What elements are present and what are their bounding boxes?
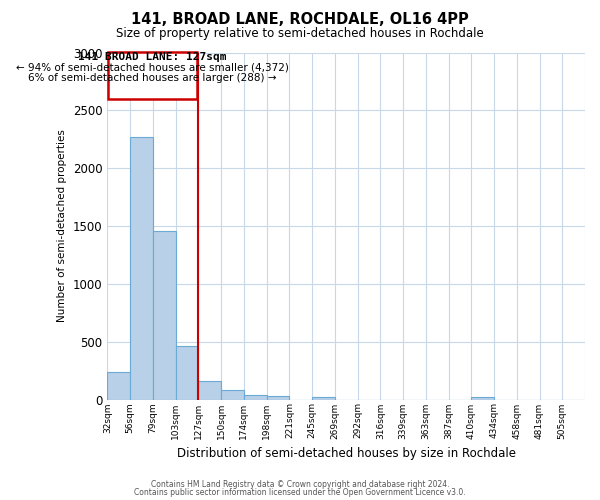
Bar — [176, 346, 199, 400]
Text: 141 BROAD LANE: 127sqm: 141 BROAD LANE: 127sqm — [79, 52, 227, 62]
Text: Contains public sector information licensed under the Open Government Licence v3: Contains public sector information licen… — [134, 488, 466, 497]
Y-axis label: Number of semi-detached properties: Number of semi-detached properties — [58, 130, 67, 322]
Text: 141, BROAD LANE, ROCHDALE, OL16 4PP: 141, BROAD LANE, ROCHDALE, OL16 4PP — [131, 12, 469, 28]
Text: ← 94% of semi-detached houses are smaller (4,372): ← 94% of semi-detached houses are smalle… — [16, 62, 289, 72]
Bar — [221, 390, 244, 400]
Bar — [130, 137, 153, 400]
Bar — [153, 230, 176, 400]
Bar — [472, 396, 494, 400]
Text: Size of property relative to semi-detached houses in Rochdale: Size of property relative to semi-detach… — [116, 28, 484, 40]
Bar — [107, 372, 130, 400]
Text: Contains HM Land Registry data © Crown copyright and database right 2024.: Contains HM Land Registry data © Crown c… — [151, 480, 449, 489]
Bar — [266, 396, 289, 400]
Text: 6% of semi-detached houses are larger (288) →: 6% of semi-detached houses are larger (2… — [28, 73, 277, 83]
Bar — [312, 397, 335, 400]
X-axis label: Distribution of semi-detached houses by size in Rochdale: Distribution of semi-detached houses by … — [177, 447, 516, 460]
Bar — [108, 52, 197, 100]
Bar — [244, 395, 266, 400]
Bar — [199, 381, 221, 400]
